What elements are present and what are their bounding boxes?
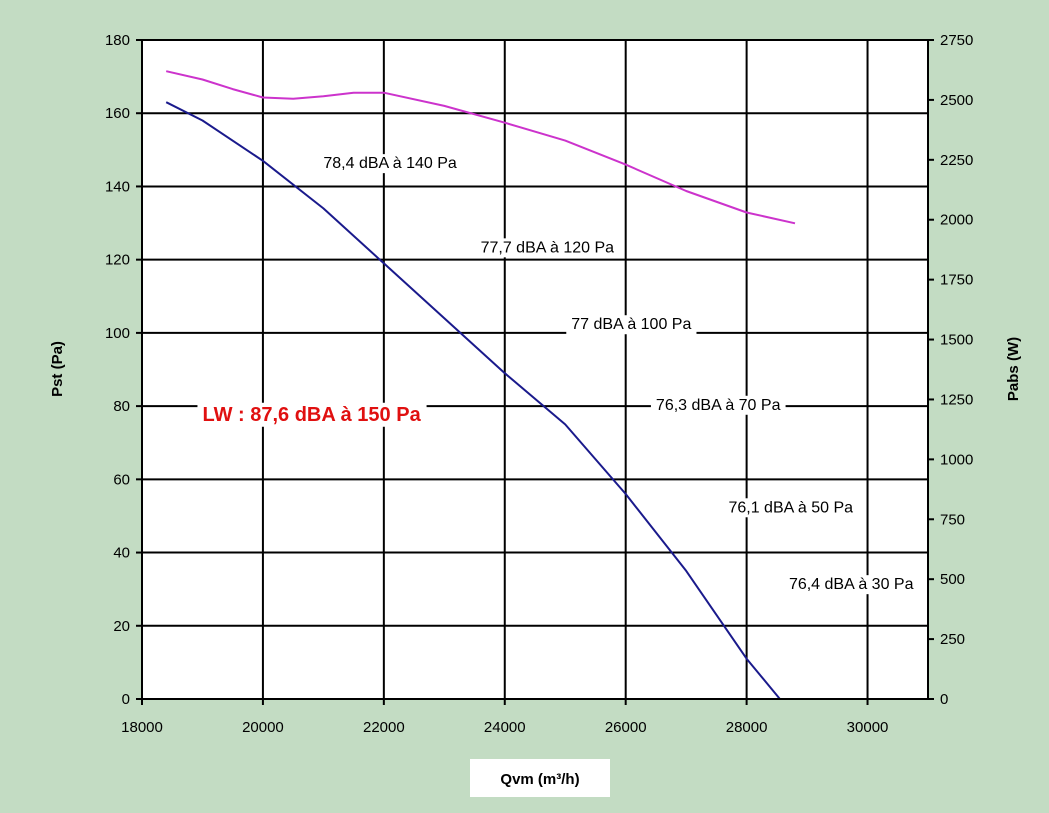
y-tick-label: 80 xyxy=(113,398,130,415)
x-tick-label: 28000 xyxy=(726,719,768,736)
power-curve-line xyxy=(165,70,796,225)
y2-tick-label: 0 xyxy=(940,691,948,708)
x-tick-label: 18000 xyxy=(121,719,163,736)
y-tick-label: 160 xyxy=(105,105,130,122)
y2-tick-label: 2750 xyxy=(940,32,973,49)
annotation-background xyxy=(475,238,620,258)
x-tick-label: 30000 xyxy=(847,719,889,736)
lw-highlight-label: LW : 87,6 dBA à 150 Pa xyxy=(202,404,421,426)
y-tick-label: 180 xyxy=(105,32,130,49)
annotation-label: 76,3 dBA à 70 Pa xyxy=(656,397,781,414)
y2-tick-label: 1500 xyxy=(940,332,973,349)
y2-axis-title: Pabs (W) xyxy=(1005,337,1022,401)
y2-tick-label: 1750 xyxy=(940,272,973,289)
series-lines xyxy=(165,70,796,700)
annotation-label: 76,1 dBA à 50 Pa xyxy=(728,499,853,516)
y-tick-label: 140 xyxy=(105,178,130,195)
lw-highlight-background xyxy=(197,402,427,427)
plot-area xyxy=(142,40,928,699)
grid-lines xyxy=(142,40,928,699)
annotation-background xyxy=(318,154,462,174)
x-axis-title: Qvm (m³/h) xyxy=(500,771,579,788)
x-tick-label: 22000 xyxy=(363,719,405,736)
y2-tick-label: 250 xyxy=(940,631,965,648)
y2-tick-label: 1000 xyxy=(940,451,973,468)
y-tick-label: 40 xyxy=(113,545,130,562)
annotation-label: 78,4 dBA à 140 Pa xyxy=(323,155,457,172)
y-tick-label: 120 xyxy=(105,252,130,269)
annotation-background xyxy=(566,315,697,335)
x-tick-label: 20000 xyxy=(242,719,284,736)
x-tick-label: 26000 xyxy=(605,719,647,736)
annotation-background xyxy=(650,395,786,415)
y2-tick-label: 1250 xyxy=(940,391,973,408)
y2-tick-label: 2000 xyxy=(940,212,973,229)
plot-frame xyxy=(141,39,929,700)
y-tick-label: 60 xyxy=(113,471,130,488)
y2-tick-label: 750 xyxy=(940,511,965,528)
annotation-background xyxy=(783,575,919,595)
annotation-label: 76,4 dBA à 30 Pa xyxy=(789,576,914,593)
x-axis-title-box xyxy=(470,759,610,797)
y-tick-label: 20 xyxy=(113,618,130,635)
y2-tick-label: 2250 xyxy=(940,152,973,169)
pressure-curve-line xyxy=(165,101,781,700)
annotation-label: 77 dBA à 100 Pa xyxy=(571,316,691,333)
annotations: 78,4 dBA à 140 Pa 77,7 dBA à 120 Pa 77 dBA… xyxy=(197,154,919,595)
annotation-background xyxy=(723,498,859,518)
y2-tick-label: 2500 xyxy=(940,92,973,109)
y-tick-label: 0 xyxy=(122,691,130,708)
y-axis-title: Pst (Pa) xyxy=(49,341,66,397)
y2-tick-label: 500 xyxy=(940,571,965,588)
y-tick-label: 100 xyxy=(105,325,130,342)
x-tick-label: 24000 xyxy=(484,719,526,736)
annotation-label: 77,7 dBA à 120 Pa xyxy=(481,239,615,256)
